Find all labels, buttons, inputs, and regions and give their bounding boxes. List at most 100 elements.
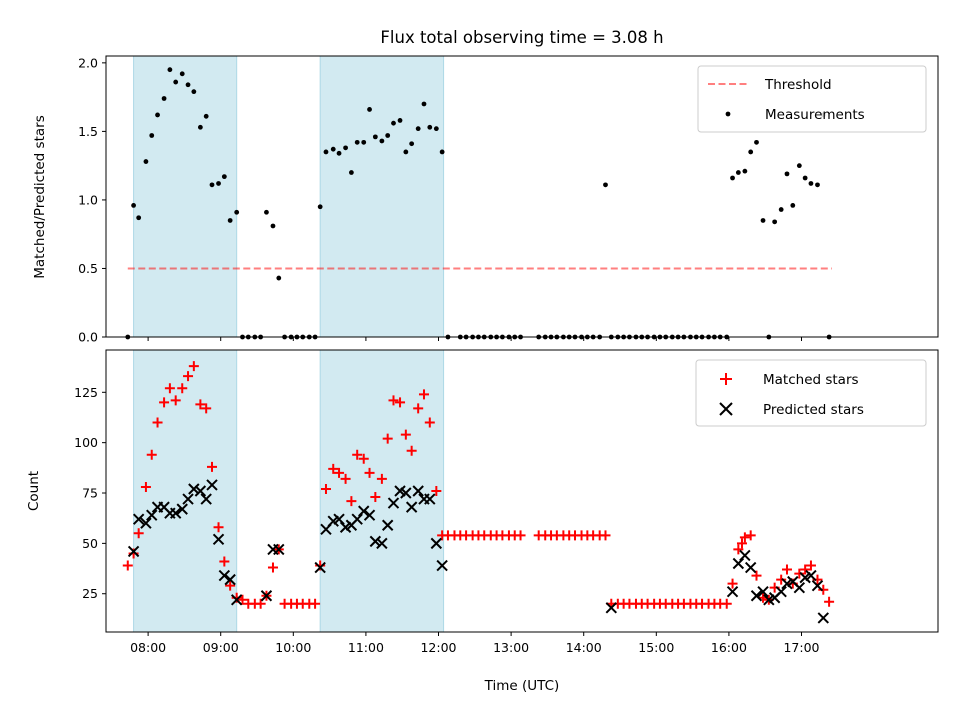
x-tick-label: 09:00: [203, 640, 239, 655]
matched-star-point: [818, 584, 829, 595]
predicted-star-point: [182, 493, 194, 505]
measurement-point: [603, 182, 608, 188]
matched-star-point: [751, 570, 762, 581]
matched-star-point: [159, 397, 170, 408]
matched-star-point: [358, 453, 369, 464]
matched-star-point: [225, 580, 236, 591]
x-tick-label: 13:00: [493, 640, 529, 655]
top-legend: Threshold Measurements: [697, 65, 927, 133]
x-axis-label: Time (UTC): [484, 678, 560, 694]
measurement-point: [197, 124, 203, 130]
measurement-point: [179, 71, 185, 77]
matched-star-point: [237, 594, 248, 605]
predicted-star-point: [805, 569, 817, 582]
measurement-point: [343, 145, 348, 151]
measurement-point: [742, 168, 748, 174]
y-tick-label: 0.0: [78, 330, 98, 345]
y-tick-label: 25: [82, 586, 98, 601]
top-panel: 0.00.51.01.52.0 Matched/Predicted stars …: [32, 55, 939, 345]
bottom-y-axis: 25 50 75 100 125: [74, 385, 106, 601]
predicted-star-point: [146, 509, 158, 521]
predicted-star-point: [811, 579, 824, 592]
matched-star-point: [370, 492, 381, 503]
bottom-legend: Matched stars Predicted stars: [695, 359, 927, 427]
matched-star-point: [794, 568, 805, 579]
measurement-point: [748, 149, 754, 155]
measurement-point: [439, 149, 445, 155]
measurement-point: [323, 149, 329, 155]
matched-star-point: [727, 578, 738, 589]
matched-star-point: [340, 473, 351, 484]
measurement-point: [808, 181, 814, 186]
predicted-star-point: [400, 487, 412, 499]
matched-star-point: [188, 361, 199, 372]
matched-star-point: [745, 530, 756, 541]
measurement-point: [735, 170, 741, 175]
y-tick-label: 50: [82, 536, 98, 551]
measurement-point: [415, 126, 421, 132]
x-tick-label: 10:00: [275, 640, 311, 655]
measurement-point: [264, 209, 269, 215]
bottom-legend-box: [695, 359, 927, 427]
measurement-point: [361, 139, 367, 145]
matched-star-point: [376, 473, 387, 484]
measurement-point: [348, 170, 354, 175]
predicted-star-point: [314, 561, 326, 574]
predicted-star-point: [206, 479, 218, 491]
matched-star-point: [328, 463, 339, 474]
predicted-star-point: [757, 586, 769, 598]
predicted-star-point: [132, 513, 145, 525]
y-tick-label: 75: [82, 486, 98, 501]
predicted-star-point: [381, 519, 394, 531]
measurement-point: [802, 175, 808, 181]
top-y-axis: 0.0 0.5 1.0 1.5 2.0: [78, 55, 106, 345]
measurement-point: [784, 171, 790, 177]
matched-star-point: [406, 445, 417, 456]
measurement-point: [173, 79, 179, 85]
legend-measurements-label: Measurements: [765, 107, 865, 123]
predicted-star-point: [333, 513, 345, 525]
measurement-point: [234, 209, 240, 215]
measurement-point: [131, 203, 136, 208]
matched-star-point: [183, 371, 194, 382]
measurement-point: [336, 150, 342, 156]
x-tick-label: 08:00: [130, 640, 166, 655]
matched-star-point: [346, 496, 357, 507]
predicted-star-point: [230, 594, 243, 606]
measurement-point: [221, 174, 227, 180]
predicted-star-point: [817, 612, 829, 624]
shaded-span: [133, 349, 238, 633]
matched-star-point: [195, 399, 206, 410]
matched-star-point: [824, 596, 835, 607]
predicted-star-point: [188, 483, 200, 495]
matched-star-point: [721, 598, 732, 609]
measurement-point: [136, 215, 142, 221]
predicted-star-point: [176, 503, 188, 515]
y-tick-label: 1.5: [78, 124, 98, 139]
predicted-star-point: [605, 602, 618, 614]
bottom-shaded-spans: [133, 349, 445, 633]
matched-star-point: [418, 389, 429, 400]
measurement-point: [778, 207, 784, 212]
matched-star-point: [219, 556, 230, 567]
matched-star-point: [781, 564, 792, 575]
matched-star-point: [320, 483, 331, 494]
matched-star-point: [600, 530, 611, 541]
y-tick-label: 1.0: [78, 192, 98, 207]
predicted-star-point: [200, 493, 212, 505]
measurement-point: [167, 67, 173, 73]
measurement-point: [367, 107, 372, 112]
matched-star-point: [267, 562, 278, 573]
measurement-point: [216, 181, 221, 186]
x-tick-label: 15:00: [638, 640, 674, 655]
matched-star-point: [733, 544, 744, 555]
measurement-point: [796, 163, 802, 169]
matched-star-point: [352, 449, 363, 460]
measurement-point: [155, 112, 160, 118]
shaded-span: [319, 55, 445, 338]
matched-star-point: [133, 528, 144, 539]
matched-star-point: [364, 467, 375, 478]
matched-star-point: [146, 449, 157, 460]
predicted-star-point: [260, 590, 273, 602]
